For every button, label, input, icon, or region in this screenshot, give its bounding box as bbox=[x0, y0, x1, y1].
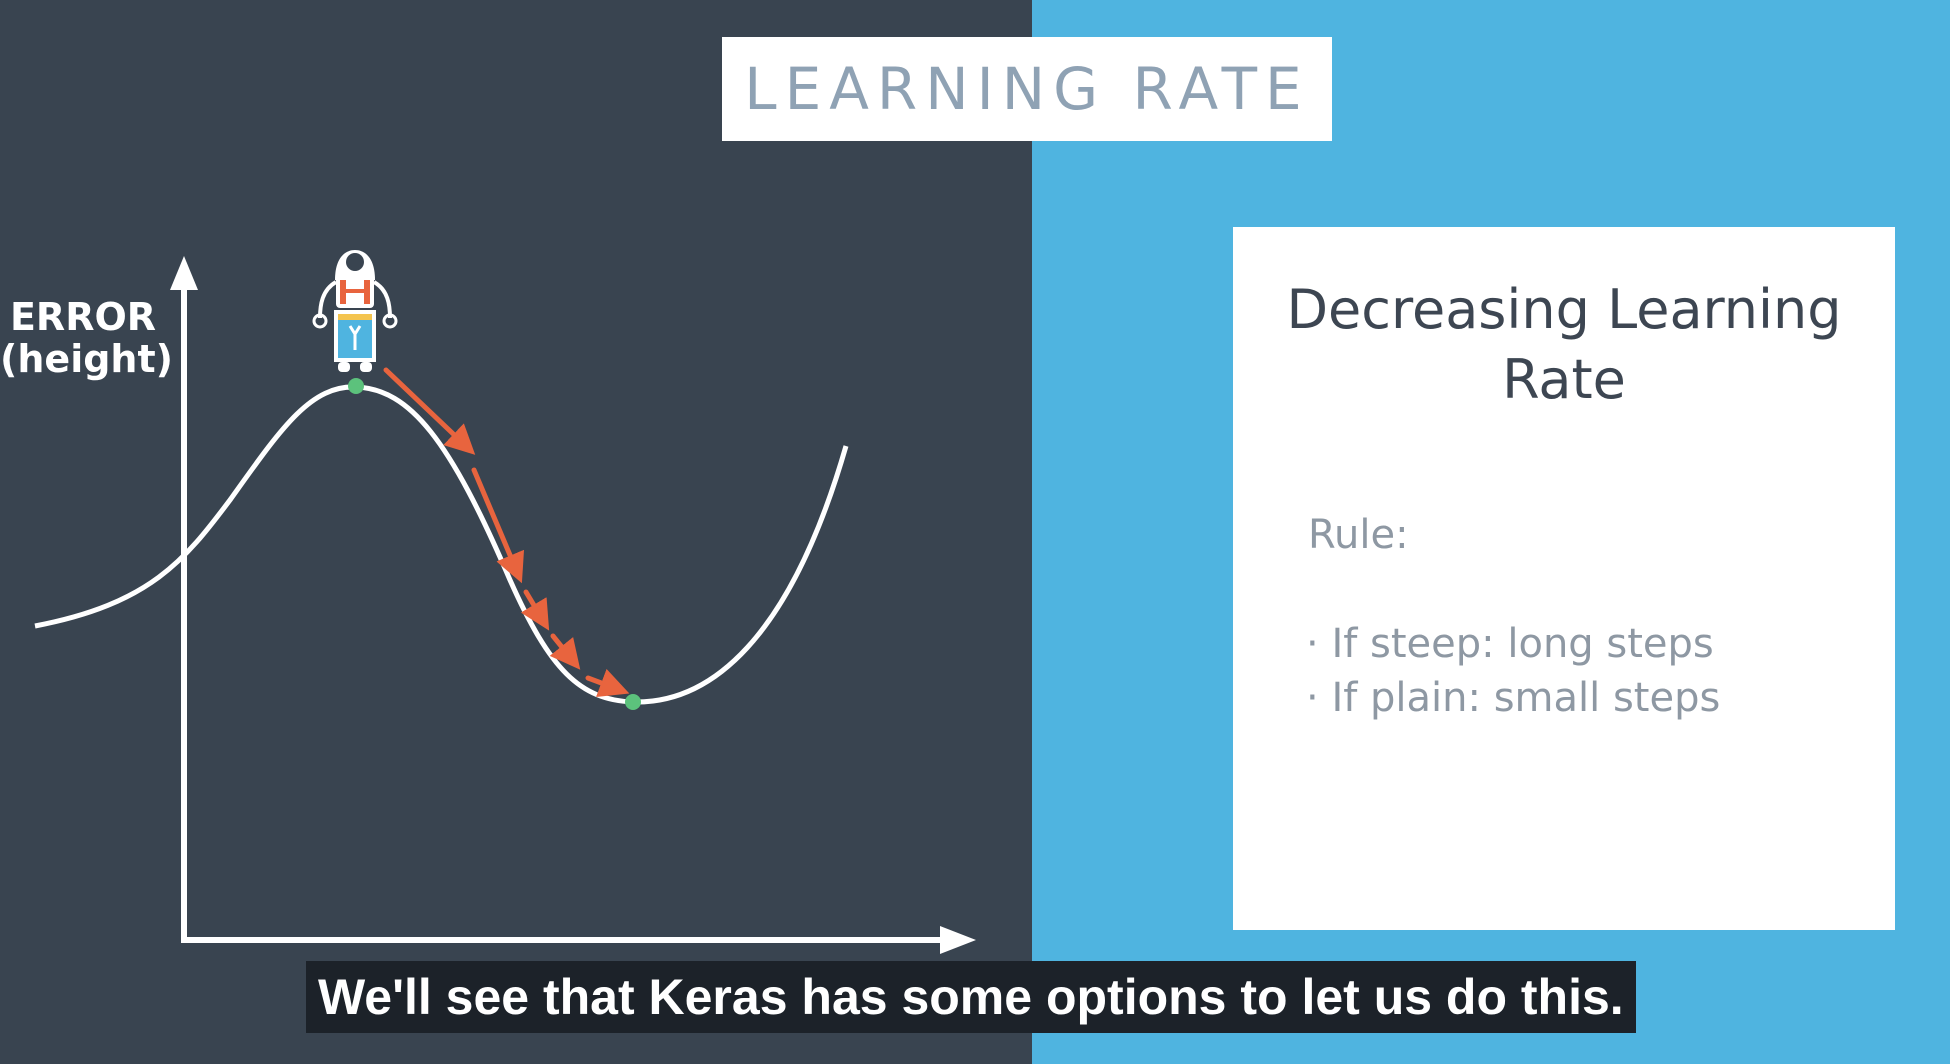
rule-label: Rule: bbox=[1308, 512, 1409, 558]
y-axis-arrowhead bbox=[170, 256, 198, 290]
rule-item-steep: If steep: long steps bbox=[1306, 617, 1720, 671]
start-point-marker bbox=[348, 378, 364, 394]
step-arrow-1 bbox=[383, 367, 476, 455]
error-curve bbox=[34, 384, 849, 705]
step-arrow-2 bbox=[471, 467, 525, 584]
y-axis-label-line2: (height) bbox=[0, 337, 174, 381]
robot-icon bbox=[312, 250, 398, 372]
rule-list: If steep: long steps If plain: small ste… bbox=[1306, 617, 1720, 725]
card-title-line2: Rate bbox=[1502, 348, 1626, 411]
left-panel bbox=[0, 0, 1032, 1064]
gradient-step-arrows bbox=[383, 367, 630, 698]
rule-item-plain: If plain: small steps bbox=[1306, 671, 1720, 725]
title-box: LEARNING RATE bbox=[722, 37, 1332, 141]
y-axis-label-line1: ERROR bbox=[9, 295, 157, 339]
error-curve-diagram bbox=[34, 250, 976, 954]
x-axis-arrowhead bbox=[940, 926, 976, 954]
card-title-line1: Decreasing Learning bbox=[1286, 278, 1842, 341]
card-title: Decreasing Learning Rate bbox=[1233, 275, 1895, 415]
minimum-point-marker bbox=[625, 694, 641, 710]
step-arrow-3 bbox=[520, 589, 550, 631]
rule-card: Decreasing Learning Rate Rule: If steep:… bbox=[1233, 227, 1895, 930]
step-arrow-4 bbox=[549, 633, 581, 670]
y-axis-label: ERROR (height) bbox=[0, 295, 174, 381]
video-caption: We'll see that Keras has some options to… bbox=[306, 961, 1636, 1033]
step-arrow-5 bbox=[585, 668, 630, 698]
slide-title: LEARNING RATE bbox=[744, 55, 1310, 123]
